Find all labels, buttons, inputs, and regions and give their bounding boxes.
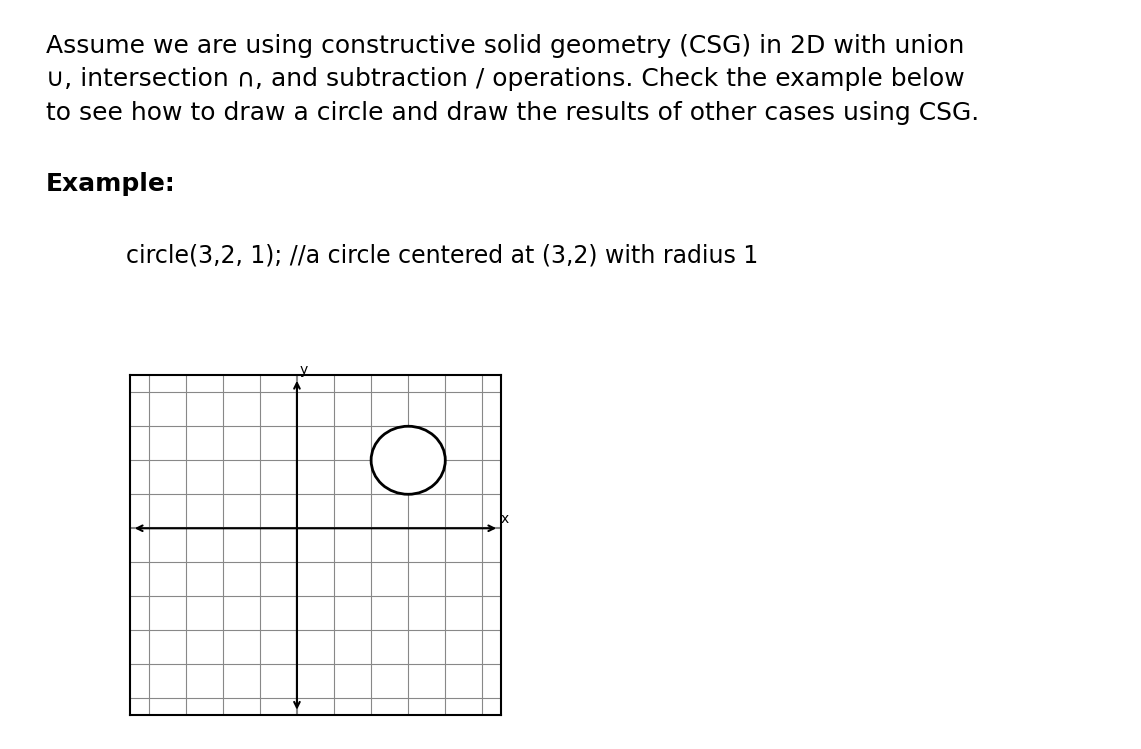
Text: circle(3,2, 1); //a circle centered at (3,2) with radius 1: circle(3,2, 1); //a circle centered at (…: [126, 243, 758, 267]
Text: y: y: [300, 363, 308, 377]
Text: ∪, intersection ∩, and subtraction / operations. Check the example below: ∪, intersection ∩, and subtraction / ope…: [46, 67, 964, 91]
Text: Assume we are using constructive solid geometry (CSG) in 2D with union: Assume we are using constructive solid g…: [46, 34, 964, 58]
Text: Example:: Example:: [46, 172, 176, 196]
Text: to see how to draw a circle and draw the results of other cases using CSG.: to see how to draw a circle and draw the…: [46, 101, 979, 125]
Circle shape: [371, 426, 445, 494]
Text: x: x: [500, 512, 509, 526]
